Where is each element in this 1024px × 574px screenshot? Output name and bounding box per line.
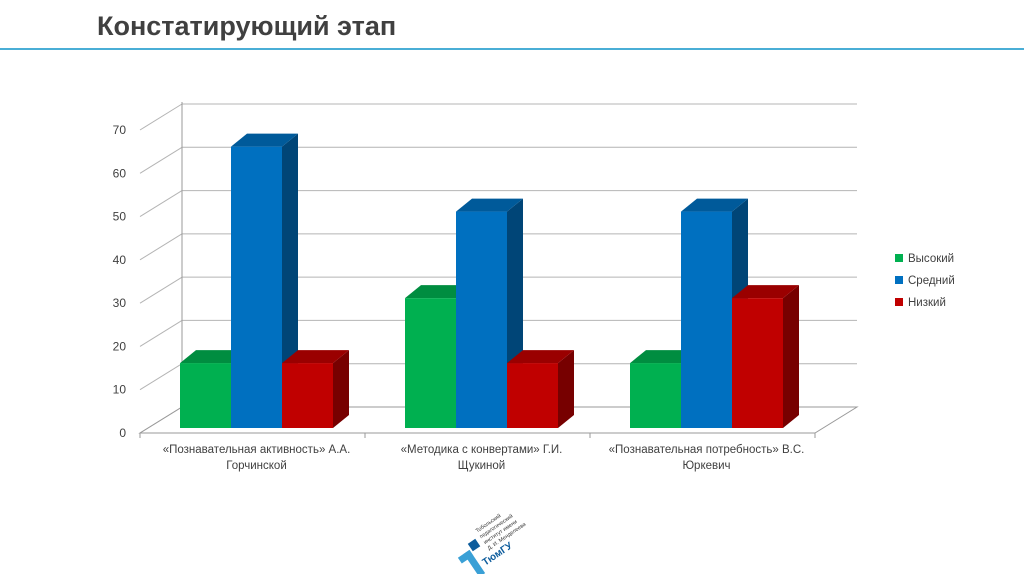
- legend-label: Высокий: [908, 253, 954, 265]
- x-tick-label: Горчинской: [226, 460, 287, 472]
- bar-front: [507, 363, 558, 428]
- title-divider: [0, 48, 1024, 50]
- bar-top: [180, 350, 247, 364]
- bar-front: [681, 211, 732, 428]
- bar-front: [231, 146, 282, 428]
- gridline-depth: [139, 276, 183, 304]
- bar-front: [282, 363, 333, 428]
- legend-swatch: [895, 298, 903, 306]
- legend-swatch: [895, 276, 903, 284]
- bar-top: [630, 350, 697, 364]
- legend-swatch: [895, 254, 903, 262]
- axes: [138, 102, 859, 438]
- y-tick-label: 40: [113, 253, 127, 267]
- bar-front: [456, 211, 507, 428]
- bar-top: [507, 350, 574, 364]
- gridline-depth: [139, 146, 183, 174]
- legend-label: Низкий: [908, 297, 946, 309]
- y-tick-label: 30: [113, 296, 127, 310]
- bar-side: [333, 350, 349, 428]
- bar-front: [630, 363, 681, 428]
- legend: Высокий Средний Низкий: [895, 253, 955, 309]
- bar-front: [180, 363, 231, 428]
- y-axis-ticks: 0 10 20 30 40 50 60 70: [113, 123, 127, 440]
- bar-top: [405, 285, 472, 299]
- bar-top: [732, 285, 799, 299]
- y-tick-label: 60: [113, 166, 127, 180]
- bar-front: [732, 298, 783, 428]
- bar-side: [783, 285, 799, 428]
- bar: [507, 350, 574, 428]
- x-tick-label: Юркевич: [682, 460, 730, 472]
- x-axis-labels: «Познавательная активность» А.А. Горчинск…: [163, 444, 805, 472]
- x-tick-label: «Познавательная активность» А.А.: [163, 444, 351, 456]
- y-tick-label: 0: [119, 426, 126, 440]
- bar-top: [282, 350, 349, 364]
- bar: [732, 285, 799, 428]
- bar-front: [405, 298, 456, 428]
- bar-top: [231, 133, 298, 147]
- legend-label: Средний: [908, 275, 955, 287]
- y-tick-label: 50: [113, 210, 127, 224]
- x-tick-label: «Познавательная потребность» В.С.: [609, 444, 805, 456]
- university-logo: Тобольский педагогический институт имени…: [457, 512, 527, 574]
- bar-top: [456, 198, 523, 212]
- bar-top: [681, 198, 748, 212]
- bars: [180, 133, 799, 428]
- y-tick-label: 10: [113, 383, 127, 397]
- gridline-depth: [139, 320, 183, 347]
- gridline-depth: [139, 190, 183, 217]
- x-tick-label: «Методика с конвертами» Г.И.: [401, 444, 563, 456]
- bar: [282, 350, 349, 428]
- gridline-depth: [139, 233, 183, 261]
- gridline-depth: [139, 103, 183, 131]
- bar-side: [558, 350, 574, 428]
- y-tick-label: 20: [113, 339, 127, 353]
- gridline-depth: [139, 363, 183, 391]
- y-tick-label: 70: [113, 123, 127, 137]
- page-title: Констатирующий этап: [97, 11, 397, 41]
- x-tick-label: Щукиной: [458, 460, 505, 472]
